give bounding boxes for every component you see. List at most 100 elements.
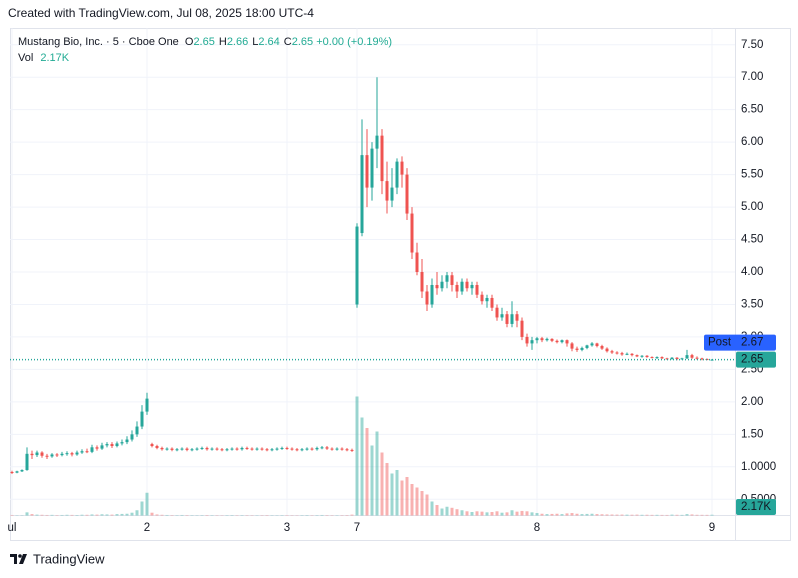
post-box: [704, 334, 776, 351]
chart-frame: [10, 28, 791, 541]
volume-bar: [410, 484, 414, 516]
volume-bar: [110, 514, 114, 516]
candle-body: [600, 346, 604, 349]
volume-bar: [30, 514, 34, 516]
candle-body: [690, 355, 694, 358]
candle-body: [695, 357, 699, 359]
candle-body: [385, 181, 389, 201]
last-price-box: [736, 351, 776, 368]
volume-bar: [450, 507, 454, 516]
candle-body: [150, 444, 154, 447]
legend-line: Mustang Bio, Inc. · 5 · Cboe One O2.65 H2…: [18, 36, 392, 48]
candle-body: [285, 447, 289, 449]
candle-body: [180, 448, 184, 450]
candle-body: [10, 471, 14, 473]
candle-body: [295, 449, 299, 451]
volume-axis-label: 2.17K: [741, 501, 771, 513]
volume-pane: [10, 396, 714, 516]
volume-bar: [655, 514, 659, 516]
post-price-label: 2.67: [741, 337, 763, 349]
volume-bar: [35, 514, 39, 516]
y-tick-label: 7.50: [741, 39, 763, 51]
volume-bar: [475, 511, 479, 516]
volume-value: 2.17K: [40, 52, 69, 64]
volume-bar: [90, 514, 94, 516]
candle-body: [145, 398, 149, 412]
volume-bar: [440, 508, 444, 516]
candle-body: [40, 452, 44, 456]
y-tick-label: 1.50: [741, 428, 763, 440]
volume-bar: [595, 514, 599, 516]
volume-bar: [575, 513, 579, 516]
candle-body: [165, 448, 169, 450]
candle-body: [635, 355, 639, 357]
volume-bar: [140, 501, 144, 516]
y-tick-label: 5.00: [741, 201, 763, 213]
candle-body: [75, 452, 79, 455]
candle-body: [415, 252, 419, 272]
candle-body: [265, 449, 269, 451]
volume-bar: [370, 445, 374, 516]
candle-body: [250, 448, 254, 450]
volume-bar: [675, 514, 679, 516]
candle-body: [435, 284, 439, 289]
volume-bar: [530, 512, 534, 516]
candle-body: [410, 213, 414, 253]
volume-bar: [505, 512, 509, 516]
volume-bar: [415, 487, 419, 516]
candle-body: [105, 444, 109, 446]
candle-body: [240, 447, 244, 450]
volume-bar: [60, 514, 64, 516]
candle-body: [460, 281, 464, 292]
volume-bar: [535, 513, 539, 516]
candle-body: [225, 449, 229, 451]
volume-bar: [25, 512, 29, 516]
x-tick-label: 3: [284, 522, 290, 534]
volume-bar: [165, 514, 169, 516]
volume-bar: [600, 514, 604, 516]
candle-body: [700, 358, 704, 360]
volume-bar: [355, 396, 359, 516]
y-tick-label: 1.0000: [741, 461, 776, 473]
candle-body: [45, 455, 49, 457]
volume-bar: [350, 514, 354, 516]
candle-body: [570, 343, 574, 349]
candle-body: [445, 275, 449, 282]
volume-bar: [430, 501, 434, 516]
candle-body: [290, 448, 294, 450]
volume-bar: [480, 511, 484, 516]
volume-bar: [625, 514, 629, 516]
volume-bar: [40, 514, 44, 516]
candle-body: [300, 449, 304, 451]
candle-body: [575, 348, 579, 350]
volume-bar: [605, 514, 609, 516]
y-tick-label: 3.50: [741, 298, 763, 310]
symbol: Mustang Bio, Inc. · 5 · Cboe One: [18, 36, 179, 48]
candle-body: [640, 355, 644, 357]
candle-body: [450, 275, 454, 285]
volume-bar: [570, 513, 574, 516]
volume-bar: [70, 514, 74, 516]
candle-body: [260, 448, 264, 450]
candle-body: [160, 447, 164, 450]
volume-bar: [125, 513, 129, 516]
volume-bar: [645, 514, 649, 516]
volume-legend: Vol 2.17K: [18, 52, 70, 64]
candle-body: [20, 470, 24, 472]
candle-body: [30, 453, 34, 456]
volume-bar: [455, 509, 459, 516]
candle-body: [400, 161, 404, 175]
ohlc-key: C: [284, 36, 292, 48]
volume-bar: [620, 514, 624, 516]
candle-body: [120, 442, 124, 444]
x-tick-label: 9: [709, 522, 715, 534]
candle-body: [465, 281, 469, 289]
volume-bar: [160, 514, 164, 516]
volume-bar: [425, 494, 429, 516]
candle-body: [25, 453, 29, 471]
volume-bar: [120, 513, 124, 516]
candle-body: [375, 135, 379, 149]
volume-bar: [610, 514, 614, 516]
candle-body: [395, 161, 399, 188]
volume-bar: [360, 417, 364, 516]
